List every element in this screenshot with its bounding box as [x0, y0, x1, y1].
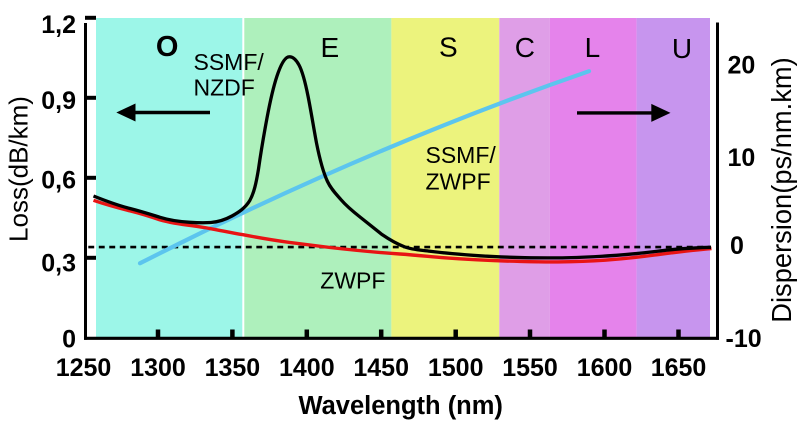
- svg-text:ZWPF: ZWPF: [426, 168, 491, 194]
- svg-text:-10: -10: [726, 325, 762, 353]
- svg-text:1500: 1500: [428, 354, 484, 382]
- svg-text:1650: 1650: [651, 354, 707, 382]
- svg-text:1600: 1600: [577, 354, 633, 382]
- svg-text:Dispersion(ps/nm.km): Dispersion(ps/nm.km): [766, 57, 797, 322]
- svg-text:1350: 1350: [205, 354, 261, 382]
- svg-text:Wavelength (nm): Wavelength (nm): [298, 392, 502, 420]
- svg-text:E: E: [321, 32, 340, 63]
- svg-text:1300: 1300: [130, 354, 186, 382]
- svg-text:SSMF/: SSMF/: [426, 142, 497, 168]
- svg-text:0,9: 0,9: [41, 87, 76, 115]
- svg-text:L: L: [585, 32, 601, 63]
- svg-text:1450: 1450: [353, 354, 409, 382]
- svg-text:0: 0: [730, 232, 744, 260]
- svg-text:1550: 1550: [502, 354, 558, 382]
- svg-text:0: 0: [62, 325, 76, 353]
- svg-text:20: 20: [728, 52, 756, 80]
- svg-text:0,3: 0,3: [41, 250, 76, 278]
- svg-text:1400: 1400: [279, 354, 335, 382]
- svg-text:C: C: [515, 32, 535, 63]
- svg-text:Loss(dB/km): Loss(dB/km): [4, 96, 34, 242]
- svg-text:S: S: [439, 31, 458, 62]
- svg-text:NZDF: NZDF: [194, 75, 255, 101]
- svg-text:0,6: 0,6: [41, 166, 76, 194]
- svg-text:1,2: 1,2: [41, 11, 76, 39]
- svg-text:ZWPF: ZWPF: [320, 267, 385, 293]
- svg-text:SSMF/: SSMF/: [194, 49, 265, 75]
- svg-text:10: 10: [728, 144, 756, 172]
- svg-text:O: O: [156, 31, 179, 63]
- svg-text:1250: 1250: [56, 354, 112, 382]
- svg-text:U: U: [672, 33, 692, 64]
